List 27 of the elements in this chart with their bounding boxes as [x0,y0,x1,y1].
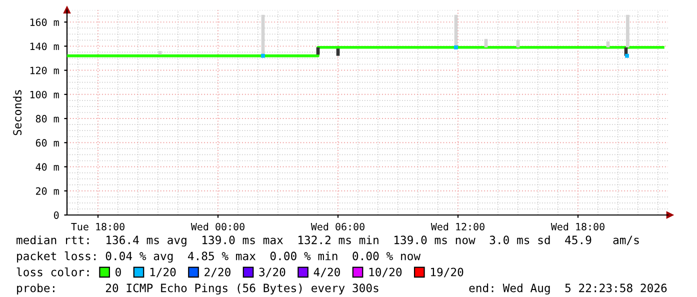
text: median rtt: 136.4 ms avg 139.0 ms max 132.2 ms min 139.0 ms now 3.0 ms sd 45.9 am/s [16,235,639,247]
legend-label: 19/20 [431,268,464,278]
y-tick-label: 100 m [30,90,59,98]
y-tick-label: 120 m [30,66,59,74]
legend-label: 1/20 [150,268,176,278]
bar [336,48,340,56]
legend-label: 0 [116,268,121,276]
y-axis-title: Seconds [12,90,22,136]
y-tick-label: 20 m [36,187,59,195]
y-tick-label: 40 m [36,163,59,171]
x-tick-label: Wed 12:00 [430,222,484,230]
y-tick-label: 140 m [30,42,59,50]
x-tick-label: Wed 00:00 [190,222,244,230]
text: probe: 20 ICMP Echo Pings (56 Bytes) every 300s end: Wed Aug 5 22:23:58 2026 [17,283,667,295]
text: packet loss: 0.04 % avg 4.85 % max 0.00 % min 0.00 % now [17,251,421,263]
legend-label: 3/20 [259,268,286,278]
y-tick-label: 0 [54,211,59,219]
y-tick-label: 80 m [36,114,59,122]
y-tick-label: 60 m [36,139,59,147]
legend-label: 2/20 [204,268,230,278]
x-tick-label: Wed 06:00 [310,222,364,230]
text: loss color: [16,267,89,276]
x-tick-label: Tue 18:00 [71,222,124,230]
x-tick-label: Wed 18:00 [550,222,604,230]
legend-label: 10/20 [369,268,402,278]
y-tick-label: 160 m [30,18,59,26]
legend-label: 4/20 [314,268,340,278]
